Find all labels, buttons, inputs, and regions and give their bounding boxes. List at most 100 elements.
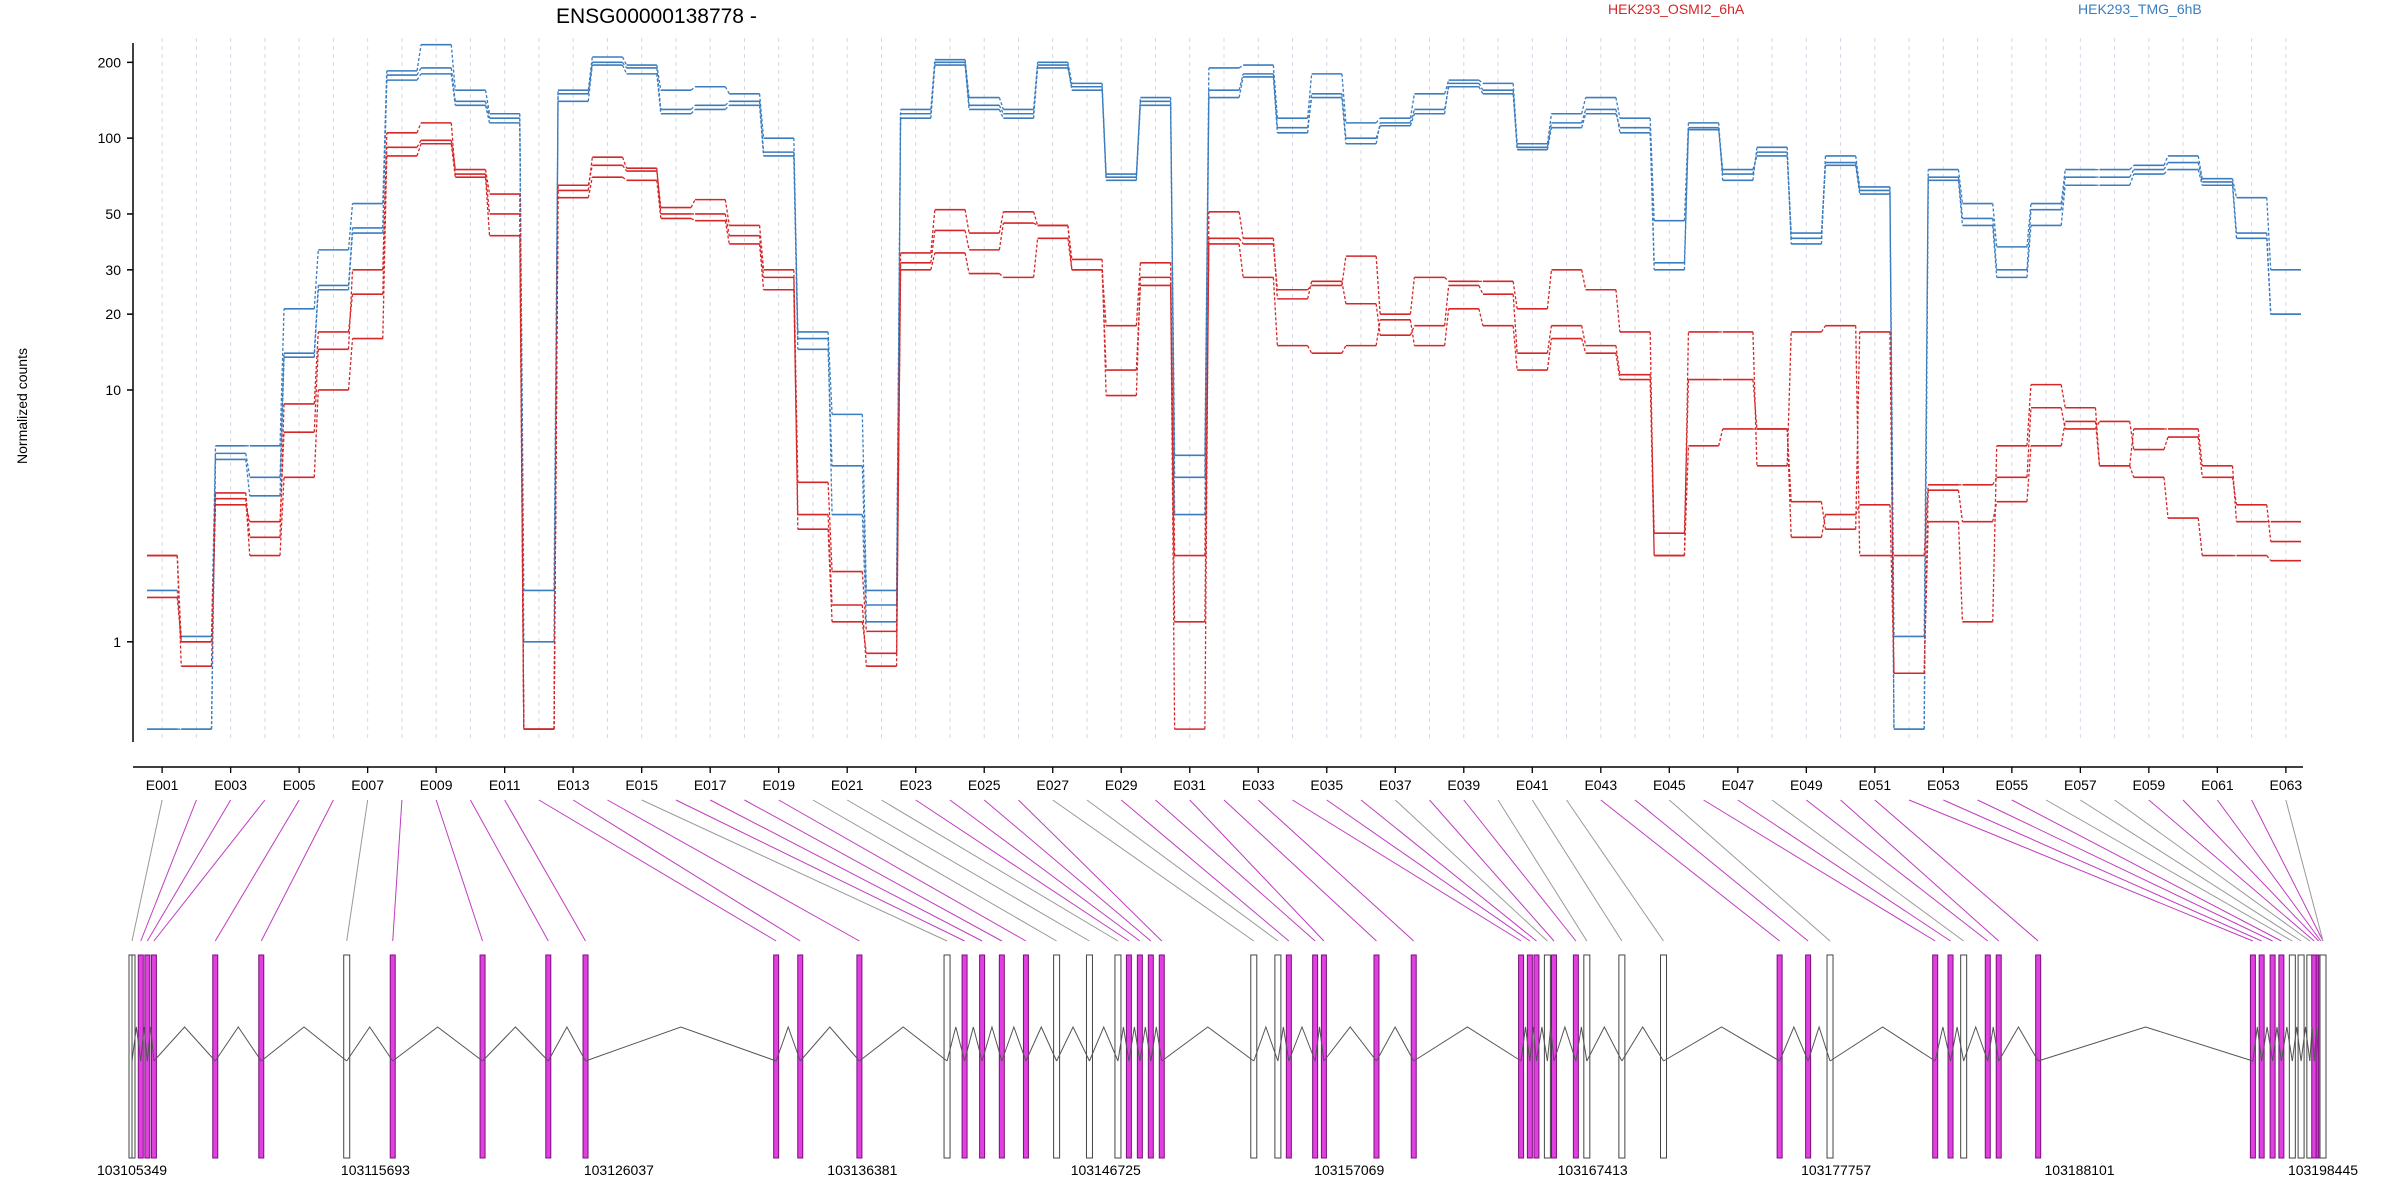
- x-tick-label: E023: [899, 777, 932, 793]
- vertical-gridlines: [161, 38, 2287, 742]
- exon-block: [2269, 954, 2276, 1159]
- exon-block: [212, 954, 219, 1159]
- exon-connector: [744, 799, 1003, 942]
- exon-connector: [915, 799, 1130, 942]
- intron-line: [2309, 1026, 2315, 1062]
- x-axis-ticks: E001 E003 E005 E007 E009 E011 E013 E015 E017 E019…: [146, 767, 2302, 793]
- coordinate-tick-label: 103115693: [341, 1162, 410, 1178]
- exon-connector: [1360, 799, 1537, 942]
- chart-title: ENSG00000138778 -: [556, 5, 757, 28]
- exon-block: [1114, 954, 1122, 1159]
- intron-line: [1621, 1026, 1664, 1062]
- exon-block: [1147, 954, 1154, 1159]
- series-transition: [177, 61, 2272, 730]
- exon-connector: [140, 799, 197, 942]
- y-tick-label: 20: [105, 306, 121, 322]
- exon-connector: [153, 799, 266, 942]
- intron-line: [981, 1025, 1003, 1062]
- series-line: [147, 122, 2301, 730]
- exon-block: [961, 954, 968, 1159]
- intron-line: [1001, 1025, 1027, 1062]
- x-tick-label: E021: [831, 777, 864, 793]
- exon-block: [856, 954, 863, 1159]
- x-tick-label: E015: [625, 777, 658, 793]
- coordinate-tick-label: 103136381: [827, 1162, 897, 1178]
- exon-connector: [1394, 799, 1548, 942]
- x-tick-label: E001: [146, 777, 179, 793]
- exon-connector: [1908, 799, 2254, 942]
- intron-line: [1089, 1025, 1119, 1062]
- intron-line: [1807, 1025, 1831, 1062]
- intron-line: [964, 1026, 983, 1062]
- y-tick-label: 10: [105, 382, 121, 398]
- exon-connector-lines: [131, 799, 2324, 942]
- intron-line: [1161, 1026, 1255, 1062]
- x-tick-label: E043: [1584, 777, 1617, 793]
- intron-line: [799, 1026, 860, 1062]
- exon-connector: [1429, 799, 1555, 942]
- exon-connector: [1463, 799, 1577, 942]
- intron-line: [1128, 1026, 1141, 1062]
- exon-connector: [2080, 799, 2302, 942]
- x-tick-label: E027: [1036, 777, 1069, 793]
- intron-line: [1553, 1025, 1577, 1062]
- exon-connector: [2251, 799, 2324, 942]
- x-tick-label: E019: [762, 777, 795, 793]
- exon-block: [1518, 954, 1525, 1159]
- exon-block: [2288, 954, 2296, 1159]
- intron-line: [1413, 1026, 1522, 1062]
- exon-connector: [983, 799, 1152, 942]
- exon-connector: [2216, 799, 2322, 942]
- intron-line: [1520, 1026, 1531, 1062]
- exon-block: [343, 954, 351, 1159]
- exon-block: [1250, 954, 1258, 1159]
- series-transition: [177, 64, 2272, 730]
- x-tick-label: E033: [1242, 777, 1275, 793]
- exon-block: [2258, 954, 2265, 1159]
- exon-connector: [641, 799, 948, 942]
- x-tick-label: E049: [1790, 777, 1823, 793]
- exon-connector: [2148, 799, 2315, 942]
- x-tick-label: E017: [694, 777, 727, 793]
- intron-line: [1586, 1025, 1623, 1062]
- exon-block: [2035, 954, 2042, 1159]
- intron-line: [1150, 1026, 1163, 1062]
- exon-connector: [1977, 799, 2273, 942]
- x-tick-label: E053: [1927, 777, 1960, 793]
- exon-block: [1320, 954, 1327, 1159]
- intron-line: [1056, 1025, 1090, 1062]
- coordinate-tick-label: 103157069: [1314, 1162, 1384, 1178]
- x-tick-label: E051: [1858, 777, 1891, 793]
- exon-block: [258, 954, 265, 1159]
- exon-block: [773, 954, 780, 1159]
- intron-line: [482, 1026, 549, 1062]
- coordinate-tick-label: 103188101: [2045, 1162, 2115, 1178]
- exon-block: [1410, 954, 1417, 1159]
- exon-connector: [846, 799, 1090, 942]
- exon-connector: [2114, 799, 2311, 942]
- x-tick-label: E013: [557, 777, 590, 793]
- series-line: [147, 43, 2301, 730]
- x-tick-label: E005: [283, 777, 316, 793]
- exon-connector: [1120, 799, 1290, 942]
- x-tick-label: E007: [351, 777, 384, 793]
- exon-block: [2278, 954, 2285, 1159]
- x-tick-label: E009: [420, 777, 453, 793]
- exon-connector: [1257, 799, 1415, 942]
- intron-line: [1025, 1025, 1058, 1062]
- intron-line: [131, 1026, 142, 1062]
- coordinate-tick-label: 103126037: [584, 1162, 654, 1178]
- intron-line: [2261, 1026, 2274, 1062]
- exon-block: [389, 954, 396, 1159]
- exon-connector: [504, 799, 586, 942]
- exon-connector: [778, 799, 1027, 942]
- intron-line: [1934, 1026, 1952, 1062]
- exon-block: [943, 954, 951, 1159]
- exon-connector: [1292, 799, 1522, 942]
- intron-line: [214, 1026, 262, 1062]
- exon-connector: [1155, 799, 1316, 942]
- exon-block: [1285, 954, 1292, 1159]
- exon-block: [1373, 954, 1380, 1159]
- intron-line: [2300, 1026, 2311, 1062]
- axes: 1 10 20 30 50 100 200: [98, 43, 2303, 768]
